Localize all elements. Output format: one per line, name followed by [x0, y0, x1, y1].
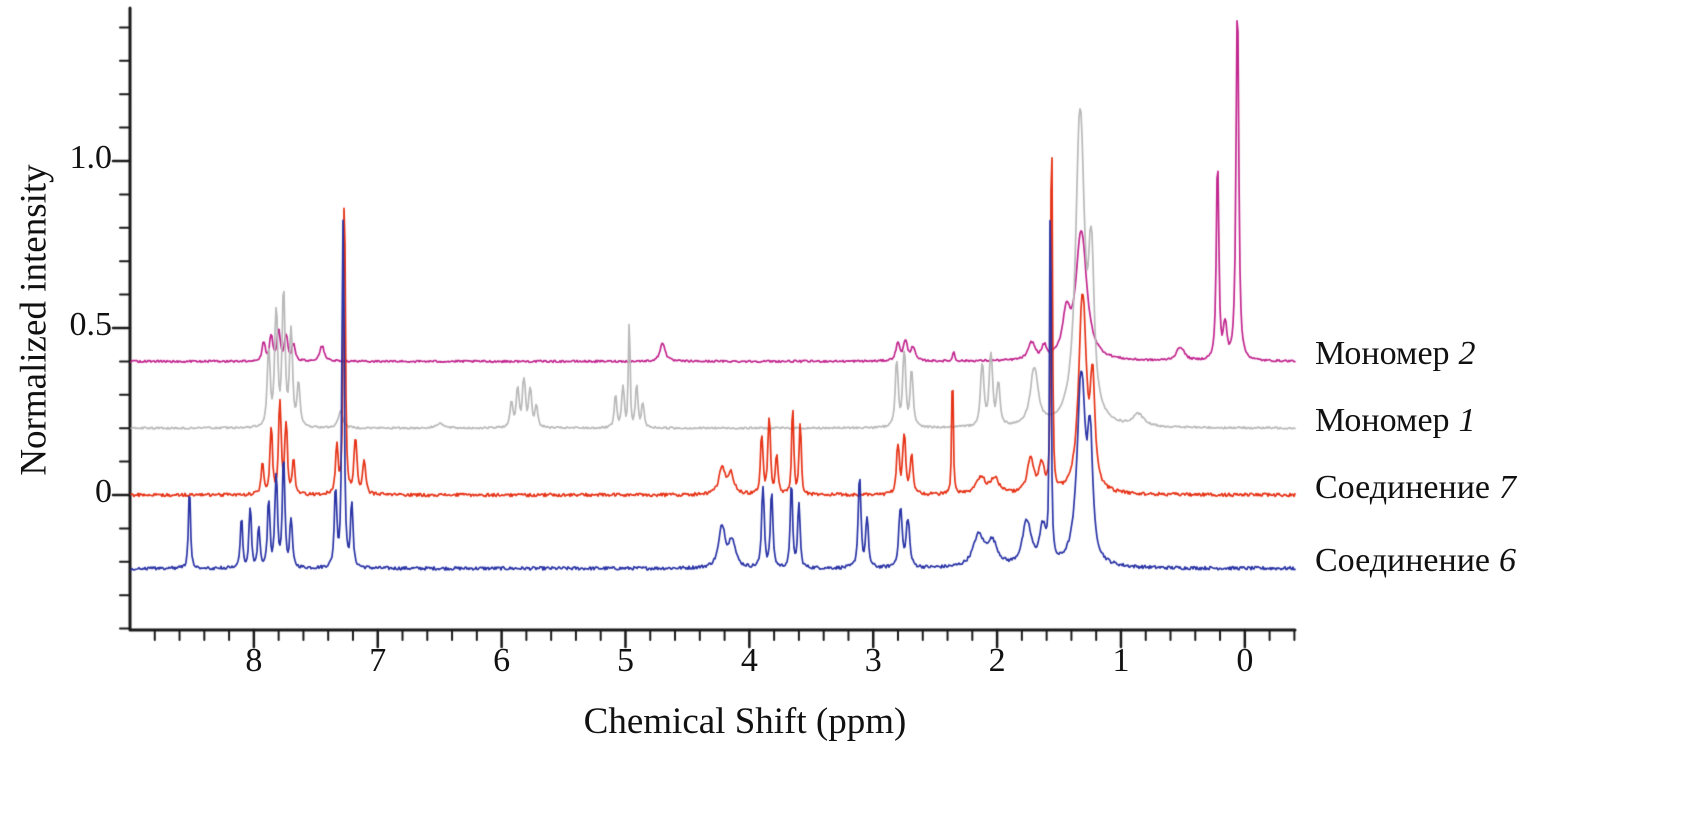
- x-axis-title: Chemical Shift (ppm): [583, 701, 907, 742]
- series-label-number: 7: [1499, 469, 1516, 506]
- series-label-number: 1: [1458, 402, 1476, 440]
- x-tick-label: 5: [616, 642, 634, 679]
- x-tick-label: 4: [740, 642, 758, 679]
- x-tick-label: 8: [245, 642, 263, 679]
- series-label-text: Мономер: [1315, 402, 1450, 440]
- series-label-compound-6: Соединение 6: [1315, 542, 1516, 580]
- series-label-compound-7: Соединение 7: [1315, 469, 1516, 507]
- x-tick-label: 3: [864, 642, 882, 679]
- series-label-text: Мономер: [1315, 335, 1450, 373]
- x-tick-label: 1: [1112, 642, 1130, 679]
- x-tick-label: 7: [369, 642, 387, 679]
- series-label-text: Соединение: [1315, 542, 1490, 580]
- y-tick-label: 0: [95, 473, 112, 510]
- y-tick-label: 0.5: [69, 306, 113, 343]
- x-tick-label: 6: [493, 642, 511, 679]
- series-label-monomer-1: Мономер 1: [1315, 402, 1476, 440]
- series-label-text: Соединение: [1315, 469, 1490, 506]
- x-tick-label: 2: [988, 642, 1006, 679]
- x-tick-label: 0: [1236, 642, 1254, 679]
- series-label-number: 2: [1458, 335, 1476, 373]
- series-label-monomer-2: Мономер 2: [1315, 335, 1476, 373]
- series-label-number: 6: [1499, 542, 1516, 580]
- y-tick-label: 1.0: [69, 139, 113, 176]
